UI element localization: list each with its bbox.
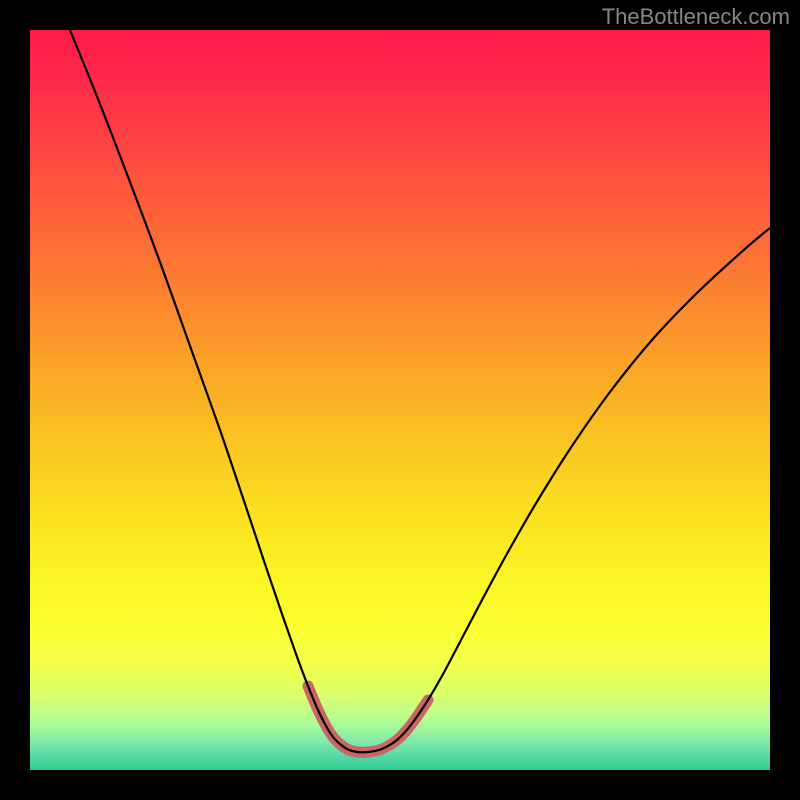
bottleneck-highlight (308, 686, 428, 752)
bottleneck-curve (70, 30, 770, 752)
curve-layer (30, 30, 770, 770)
plot-area (30, 30, 770, 770)
watermark-text: TheBottleneck.com (602, 4, 790, 30)
chart-frame: TheBottleneck.com (0, 0, 800, 800)
